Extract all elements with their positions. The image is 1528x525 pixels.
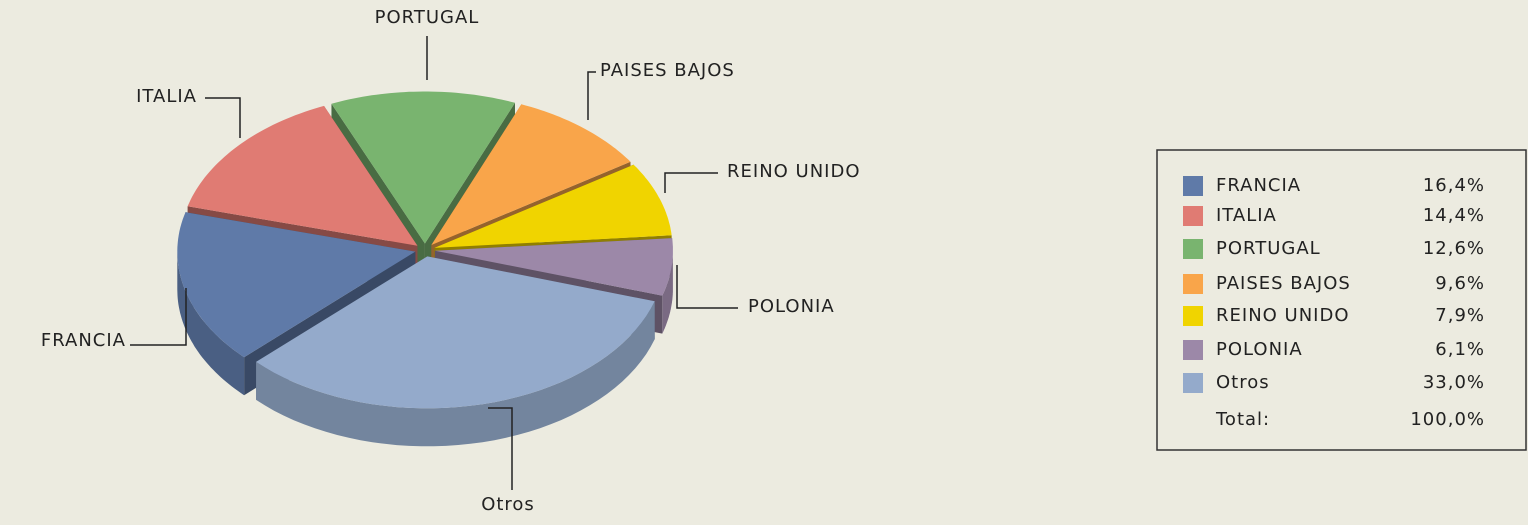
slice-label: ITALIA xyxy=(136,86,197,107)
legend-value: 9,6% xyxy=(1435,273,1485,294)
slice xyxy=(434,164,672,248)
legend-swatch xyxy=(1183,373,1203,393)
legend: FRANCIA 16,4% ITALIA 14,4% PORTUGAL 12,6% PAIS… xyxy=(1183,175,1485,430)
slice xyxy=(256,256,655,409)
legend-value: 7,9% xyxy=(1435,305,1485,326)
leader-line xyxy=(488,407,513,490)
slice-label: POLONIA xyxy=(748,296,835,317)
legend-swatch xyxy=(1183,206,1203,226)
slice-label: Otros xyxy=(481,494,535,515)
slice-side xyxy=(662,250,673,334)
slice-label: REINO UNIDO xyxy=(727,161,861,182)
slice xyxy=(431,104,631,245)
legend-label: Otros xyxy=(1216,372,1270,393)
legend-value: 33,0% xyxy=(1423,372,1485,393)
slice xyxy=(434,238,673,296)
slice-side xyxy=(177,251,245,396)
slice-label: PORTUGAL xyxy=(375,7,480,28)
leader-line xyxy=(205,97,241,138)
pie-tops xyxy=(177,91,673,409)
legend-label: PAISES BAJOS xyxy=(1216,273,1351,294)
slice xyxy=(187,105,418,246)
slice xyxy=(177,212,416,358)
legend-label: FRANCIA xyxy=(1216,175,1301,196)
legend-swatch xyxy=(1183,176,1203,196)
legend-swatch xyxy=(1183,340,1203,360)
legend-value: 12,6% xyxy=(1423,238,1485,259)
leader-line xyxy=(587,71,596,120)
slice-label: PAISES BAJOS xyxy=(600,60,735,81)
legend-value: 16,4% xyxy=(1423,175,1485,196)
legend-label: ITALIA xyxy=(1216,205,1277,226)
slice xyxy=(331,91,515,244)
legend-label: PORTUGAL xyxy=(1216,238,1321,259)
total-label: Total: xyxy=(1215,409,1270,430)
slice-labels: FRANCIA ITALIA PORTUGAL PAISES BAJOS REINO U… xyxy=(41,7,861,515)
legend-label: POLONIA xyxy=(1216,339,1303,360)
legend-swatch xyxy=(1183,274,1203,294)
legend-value: 14,4% xyxy=(1423,205,1485,226)
leader-line xyxy=(130,288,187,346)
leader-line xyxy=(676,265,738,309)
total-value: 100,0% xyxy=(1410,409,1485,430)
legend-box xyxy=(1156,149,1527,451)
legend-swatch xyxy=(1183,306,1203,326)
legend-swatch xyxy=(1183,239,1203,259)
leader-line xyxy=(664,172,718,193)
legend-value: 6,1% xyxy=(1435,339,1485,360)
legend-label: REINO UNIDO xyxy=(1216,305,1350,326)
slice-side xyxy=(256,301,655,447)
slice-label: FRANCIA xyxy=(41,330,126,351)
